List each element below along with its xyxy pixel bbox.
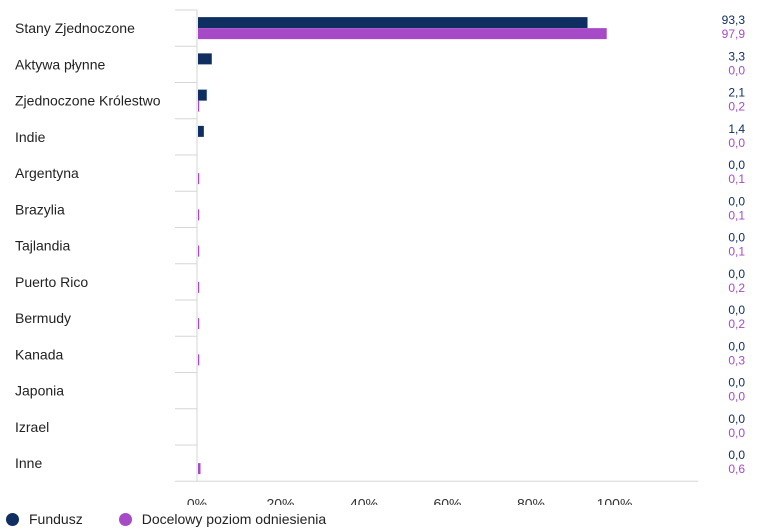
legend-swatch-fundusz	[6, 512, 19, 526]
x-tick-label: 60%	[433, 495, 461, 505]
x-tick-label: 40%	[350, 495, 378, 505]
value-label-fundusz: 0,0	[728, 412, 745, 426]
value-label-fundusz: 1,4	[728, 122, 745, 136]
value-label-docelowy: 0,2	[728, 281, 745, 295]
value-label-docelowy: 0,1	[728, 208, 745, 222]
value-label-fundusz: 0,0	[728, 376, 745, 390]
category-label: Inne	[15, 455, 42, 471]
bar-docelowy	[198, 28, 607, 40]
bar-docelowy	[198, 463, 201, 475]
bar-docelowy	[198, 173, 200, 185]
category-label: Bermudy	[15, 310, 71, 326]
category-label: Indie	[15, 129, 46, 145]
value-label-fundusz: 0,0	[728, 231, 745, 245]
value-label-docelowy: 0,1	[728, 245, 745, 259]
bar-docelowy	[198, 281, 200, 293]
bar-docelowy	[198, 209, 200, 221]
x-tick-label: 80%	[517, 495, 545, 505]
category-label: Puerto Rico	[15, 274, 88, 290]
legend: Fundusz Docelowy poziom odniesienia	[0, 508, 356, 530]
bar-docelowy	[198, 245, 200, 257]
value-label-docelowy: 0,0	[728, 426, 745, 440]
value-label-docelowy: 0,1	[728, 172, 745, 186]
legend-label-fundusz: Fundusz	[29, 511, 83, 527]
value-label-fundusz: 0,0	[728, 303, 745, 317]
value-label-docelowy: 0,3	[728, 353, 745, 367]
category-label: Japonia	[15, 383, 64, 399]
value-label-docelowy: 0,0	[728, 390, 745, 404]
value-label-fundusz: 0,0	[728, 448, 745, 462]
category-label: Aktywa płynne	[15, 56, 105, 72]
bar-docelowy	[198, 354, 200, 366]
category-label: Zjednoczone Królestwo	[15, 93, 161, 109]
value-label-docelowy: 97,9	[722, 27, 746, 41]
value-label-fundusz: 93,3	[722, 13, 746, 27]
bar-fundusz	[198, 89, 207, 101]
bar-fundusz	[198, 17, 588, 29]
bar-docelowy	[198, 318, 200, 330]
bar-fundusz	[198, 125, 204, 137]
legend-swatch-docelowy	[118, 512, 132, 526]
value-label-docelowy: 0,0	[728, 136, 745, 150]
x-tick-label: 100%	[597, 495, 633, 505]
x-tick-label: 20%	[266, 495, 294, 505]
bar-fundusz	[198, 53, 212, 65]
value-label-docelowy: 0,6	[728, 462, 745, 476]
value-label-docelowy: 0,2	[728, 100, 745, 114]
value-label-fundusz: 0,0	[728, 158, 745, 172]
category-label: Brazylia	[15, 201, 65, 217]
category-label: Tajlandia	[15, 238, 70, 254]
value-label-docelowy: 0,2	[728, 317, 745, 331]
legend-item-fundusz: Fundusz	[0, 511, 83, 527]
bar-docelowy	[198, 100, 200, 112]
x-tick-label: 0%	[187, 495, 207, 505]
value-label-fundusz: 3,3	[728, 49, 745, 63]
category-label: Argentyna	[15, 165, 79, 181]
category-label: Kanada	[15, 346, 63, 362]
value-label-docelowy: 0,0	[728, 63, 745, 77]
category-label: Stany Zjednoczone	[15, 20, 135, 36]
value-label-fundusz: 0,0	[728, 339, 745, 353]
value-label-fundusz: 0,0	[728, 267, 745, 281]
legend-label-docelowy: Docelowy poziom odniesienia	[141, 511, 327, 527]
category-label: Izrael	[15, 419, 49, 435]
value-label-fundusz: 2,1	[728, 86, 745, 100]
legend-item-docelowy: Docelowy poziom odniesienia	[113, 511, 326, 527]
bar-chart: 0% 20% 40% 60% 80% 100% Stany Zjednoczone 93,39…	[15, 9, 746, 505]
value-label-fundusz: 0,0	[728, 194, 745, 208]
